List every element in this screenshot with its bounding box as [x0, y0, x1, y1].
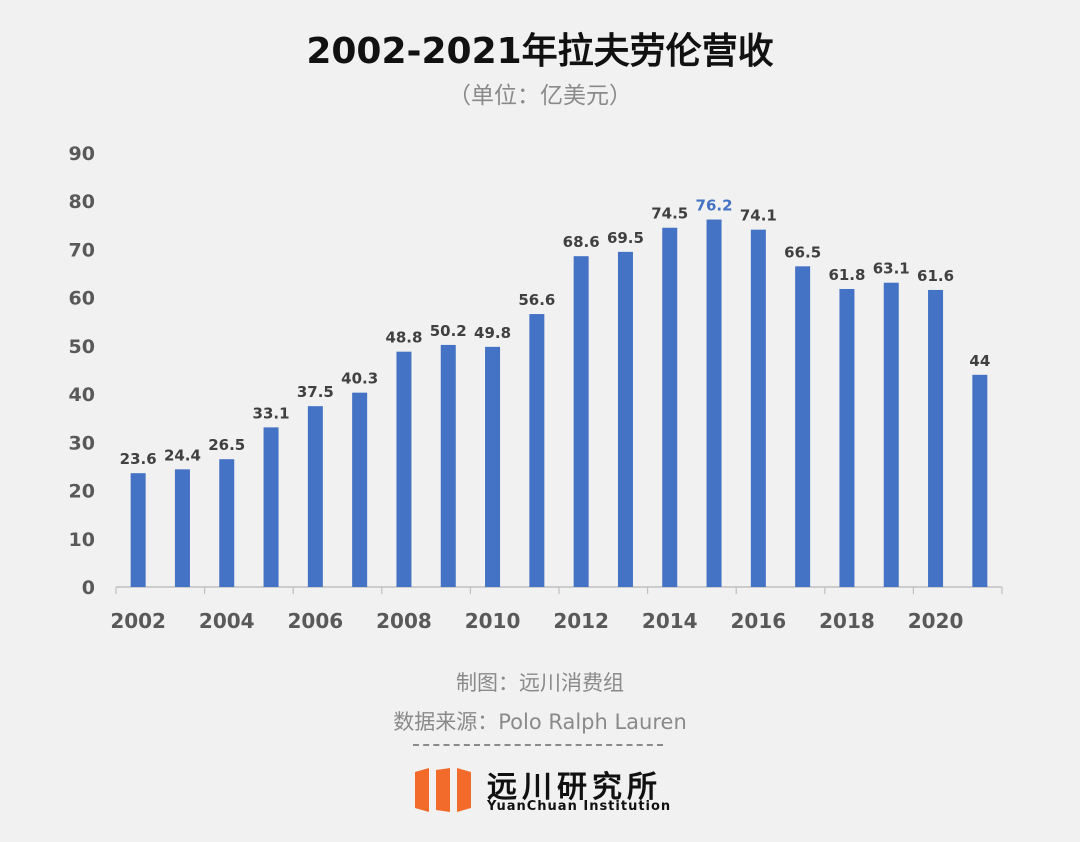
x-tick-label: 2014	[642, 609, 698, 633]
bar-value-label: 66.5	[784, 243, 821, 261]
bar	[174, 469, 190, 587]
bar-value-label: 48.8	[385, 329, 422, 347]
x-tick-label: 2018	[819, 609, 875, 633]
bar	[573, 256, 589, 587]
bar-value-label: 40.3	[341, 370, 378, 388]
made-by-credit: 制图：远川消费组	[456, 671, 624, 695]
bar-value-label: 63.1	[873, 260, 910, 278]
bar	[130, 473, 146, 587]
logo-name-cn: 远川研究所	[487, 770, 662, 805]
bar-value-label: 33.1	[253, 404, 290, 422]
y-tick-label: 0	[82, 577, 95, 599]
y-tick-label: 40	[69, 384, 95, 406]
data-source: 数据来源：Polo Ralph Lauren	[393, 710, 687, 734]
bar	[440, 344, 456, 587]
bar-value-label: 44	[969, 352, 990, 370]
x-tick-label: 2016	[731, 609, 787, 633]
bar-value-label: 49.8	[474, 324, 511, 342]
y-tick-label: 60	[69, 288, 95, 310]
yuanchuan-logo-icon	[415, 768, 471, 812]
bar	[352, 392, 368, 587]
bar-value-label: 74.5	[651, 205, 688, 223]
bar	[617, 251, 633, 587]
x-tick-label: 2012	[553, 609, 609, 633]
bar-value-label: 61.8	[828, 266, 865, 284]
bar	[706, 219, 722, 587]
bar-value-label: 68.6	[563, 233, 600, 251]
x-tick-label: 2010	[465, 609, 521, 633]
x-tick-label: 2002	[110, 609, 166, 633]
bar	[928, 289, 944, 587]
bar	[219, 459, 235, 587]
bar	[307, 406, 323, 587]
bar	[529, 314, 545, 587]
bar	[795, 266, 811, 587]
bar-value-label: 69.5	[607, 229, 644, 247]
y-tick-label: 80	[69, 191, 95, 213]
y-tick-label: 10	[69, 529, 95, 551]
x-tick-label: 2004	[199, 609, 255, 633]
bar-value-label: 24.4	[164, 446, 201, 464]
bar	[750, 229, 766, 587]
bar	[662, 227, 678, 587]
y-tick-label: 50	[69, 336, 95, 358]
chart-title: 2002-2021年拉夫劳伦营收	[306, 31, 774, 72]
bar-value-label: 74.1	[740, 207, 777, 225]
y-tick-label: 30	[69, 432, 95, 454]
x-tick-label: 2006	[288, 609, 344, 633]
bar-value-label: 56.6	[518, 291, 555, 309]
bar	[263, 427, 279, 587]
bar	[883, 282, 899, 587]
bar-value-label: 50.2	[430, 322, 467, 340]
chart-subtitle: （单位：亿美元）	[448, 83, 632, 109]
bar	[839, 288, 855, 587]
bar	[396, 351, 412, 587]
bar-value-label: 37.5	[297, 383, 334, 401]
bar	[972, 374, 988, 587]
bar-value-label: 76.2	[696, 197, 733, 215]
bar-value-label: 26.5	[208, 436, 245, 454]
footer-divider	[413, 744, 663, 746]
y-tick-label: 90	[69, 143, 95, 165]
x-tick-label: 2008	[376, 609, 432, 633]
y-tick-label: 70	[69, 239, 95, 261]
bar	[485, 346, 501, 587]
bar-value-label: 61.6	[917, 267, 954, 285]
bar-chart: 0 10 20 30 40 50 60 70 80 90 23.6 24.4 26.5 33.1 37.5 4…	[69, 143, 1003, 633]
y-tick-label: 20	[69, 481, 95, 503]
logo-name-en: YuanChuan Institution	[487, 799, 672, 814]
bar-value-label: 23.6	[120, 450, 157, 468]
x-tick-label: 2020	[908, 609, 964, 633]
